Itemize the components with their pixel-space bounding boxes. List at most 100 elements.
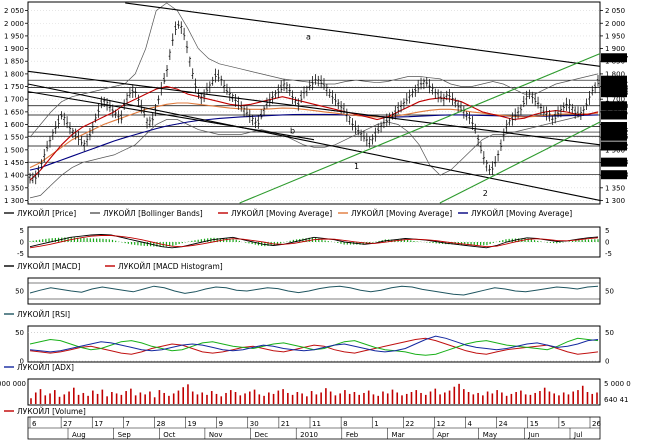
rsi-axes: 50 50 [15,288,614,296]
level-label: 1553.6 [603,133,628,141]
trendline-b [27,91,315,141]
level-label: 1674.0 [603,102,628,110]
legend-label: ЛУКОЙЛ [Price] [17,209,76,218]
trendline-label: a [306,33,311,42]
adx-line [29,335,599,353]
macd-line [29,234,599,249]
level-label-box [601,170,627,180]
main-right-tick-label: 1 700 [605,96,625,104]
level-label-box [601,88,627,98]
macd-left-tick-label: -5 [17,250,24,258]
main-right-tick-label: 1 900 [605,45,625,53]
month-label: Nov [209,431,223,439]
day-label: 7 [125,420,129,428]
rsi-right-tick-label: 50 [605,288,614,296]
trendline-green-1 [239,53,601,204]
adx-axes: 50 50 0 0 [15,329,614,365]
day-label: 9 [219,420,223,428]
trendline-label: 2 [483,189,488,198]
volume-left-tick-label: 000 000 [0,380,26,388]
adx-left-tick-label: 0 [20,358,24,366]
level-label-box [601,157,627,167]
main-panel-frame [27,1,601,205]
main-left-tick-label: 1 600 [4,121,24,129]
top-value-label: 1861.7 [603,55,628,63]
legend-label: ЛУКОЙЛ [MACD] [17,262,80,271]
legend-label: ЛУКОЙЛ [Moving Average] [351,209,452,218]
level-label-box [601,110,627,120]
adx-right-tick-label: 50 [605,329,614,337]
macd-left-tick-label: 0 [20,239,24,247]
day-label: 22 [405,420,414,428]
month-label: Aug [72,431,86,439]
day-label: 12 [436,420,445,428]
rsi-series [29,285,599,296]
price-series [28,20,600,185]
day-label: 5 [561,420,565,428]
legend-label: ЛУКОЙЛ [ADX] [17,363,74,372]
month-label: Oct [163,431,175,439]
main-left-tick-label: 1 500 [4,146,24,154]
month-label: Mar [391,431,404,439]
main-left-tick-label: 1 700 [4,96,24,104]
level-label-box [601,122,627,132]
rsi-grid [28,282,600,300]
month-label: 2010 [300,431,318,439]
macd-signal-line [29,235,599,249]
main-right-tick-label: 1 350 [605,184,625,192]
day-label: 21 [281,420,290,428]
level-label: 1592.1 [603,123,628,131]
month-label: Dec [255,431,269,439]
volume-right-tick-label: 5 000 0 [604,380,631,388]
adx-legend: ЛУКОЙЛ [ADX] [4,363,74,372]
main-left-tick-label: 1 850 [4,58,24,66]
main-left-tick-label: 1 750 [4,83,24,91]
legend-label: ЛУКОЙЛ [Moving Average] [231,209,332,218]
macd-right-tick-label: 5 [605,227,609,235]
month-label: Feb [346,431,359,439]
legend-label: ЛУКОЙЛ [Bollinger Bands] [103,209,203,218]
macd-axes: 5 5 0 0 -5 -5 [17,227,612,258]
month-label: Apr [437,431,449,439]
volume-legend: ЛУКОЙЛ [Volume] [4,407,86,416]
trendline-label: b [290,126,295,135]
level-label-box [601,131,627,141]
day-label: 30 [250,420,259,428]
day-label: 24 [499,420,508,428]
adx-di-minus [29,337,599,355]
adx-left-tick-label: 50 [15,329,24,337]
day-label: 1 [374,420,378,428]
month-label: May [483,431,497,439]
month-label: Sep [118,431,132,439]
main-right-tick-label: 2 000 [605,20,625,28]
main-left-tick-label: 1 800 [4,70,24,78]
adx-panel-frame [27,325,601,363]
main-left-axis: 1 300 1 350 1 400 1 450 1 500 1 550 1 600 1 650… [4,7,28,205]
level-label-box [601,83,627,93]
main-left-tick-label: 1 400 [4,172,24,180]
level-label: 1725.8 [603,89,628,97]
legend-label: ЛУКОЙЛ [Volume] [17,407,86,416]
day-label: 11 [312,420,321,428]
level-label-box [601,75,627,85]
rsi-left-tick-label: 50 [15,288,24,296]
day-label: 8 [343,420,347,428]
main-left-tick-label: 2 050 [4,7,24,15]
trendlines: a b 1 2 [27,2,601,204]
level-label: 1451.3 [603,159,628,167]
moving-averages [29,85,599,181]
bollinger-lower [29,111,599,199]
day-label: 26 [592,420,601,428]
day-label: 27 [63,420,72,428]
volume-right-tick-label: 640 41 [604,396,629,404]
day-label: 28 [156,420,165,428]
main-left-tick-label: 2 000 [4,20,24,28]
main-left-tick-label: 1 650 [4,108,24,116]
adx-right-tick-label: 0 [605,358,609,366]
date-axis: 6 27 17 7 28 19 9 30 21 11 8 1 22 12 4 24 15 5 26 Aug Sep Oct… [27,416,601,440]
day-label: 4 [468,420,473,428]
level-label: 1745.8 [603,84,628,92]
main-left-tick-label: 1 900 [4,45,24,53]
